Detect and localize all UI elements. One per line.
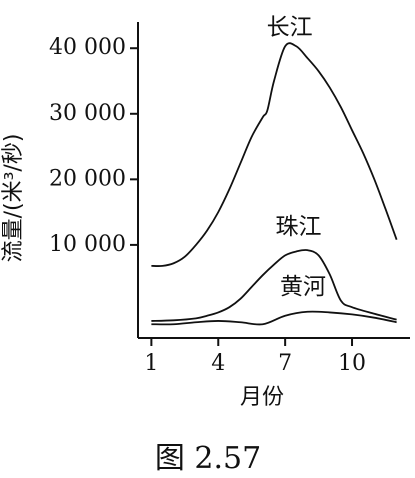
- series-label-1: 长江: [267, 14, 313, 40]
- y-ticks: 10 000 20 000 30 000 40 000: [49, 35, 138, 257]
- series-label-3: 黄河: [280, 274, 326, 300]
- series-line-1: [151, 42, 398, 267]
- x-tick-label: 1: [144, 351, 158, 376]
- y-axis-label: 流量/(米³/秒): [1, 134, 26, 263]
- x-ticks: 1 4 7 10: [144, 338, 366, 376]
- figure-caption: 图 2.57: [155, 441, 261, 476]
- x-tick-label: 4: [211, 351, 225, 376]
- series-line-3: [151, 310, 397, 326]
- x-tick-label: 7: [278, 351, 292, 376]
- series-lines: [151, 42, 398, 326]
- series-line-2: [151, 249, 397, 322]
- series-label-2: 珠江: [276, 214, 322, 240]
- x-tick-label: 10: [338, 351, 366, 376]
- y-tick-label: 30 000: [49, 101, 126, 126]
- x-axis-label: 月份: [240, 385, 284, 410]
- y-tick-label: 20 000: [49, 166, 126, 191]
- y-tick-label: 10 000: [49, 232, 126, 257]
- y-tick-label: 40 000: [49, 35, 126, 60]
- axes: [137, 22, 410, 339]
